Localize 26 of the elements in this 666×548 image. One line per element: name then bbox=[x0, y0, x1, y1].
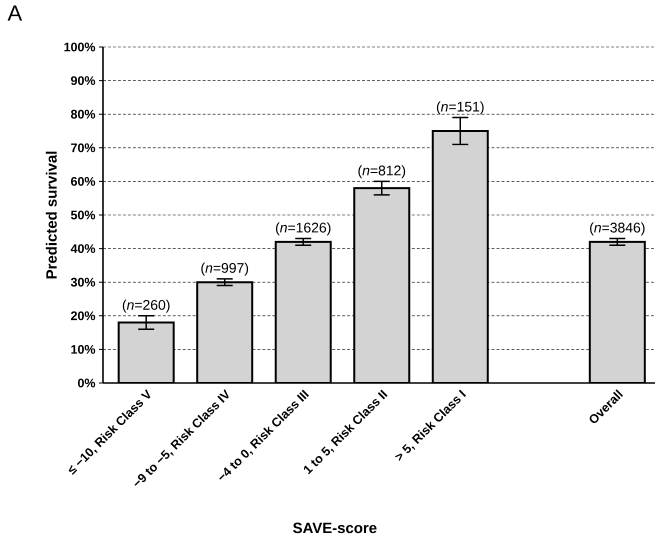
y-tick-label: 30% bbox=[70, 278, 96, 287]
y-tick-label: 90% bbox=[70, 76, 96, 86]
bar bbox=[432, 130, 489, 383]
bar bbox=[588, 240, 646, 383]
y-tick-label: 20% bbox=[70, 311, 96, 320]
y-tick-label: 60% bbox=[71, 176, 96, 186]
annotation: (n=3846) bbox=[590, 222, 645, 236]
annotation: (n=1626) bbox=[276, 222, 330, 236]
bar bbox=[274, 240, 332, 383]
annotation: (n=151) bbox=[436, 101, 484, 114]
text: A bbox=[8, 6, 22, 21]
annotation: (n=812) bbox=[358, 165, 406, 178]
y-tick-label: 0% bbox=[78, 378, 96, 388]
annotation: (n=260) bbox=[122, 300, 170, 313]
annotation: (n=997) bbox=[201, 262, 248, 276]
y-tick-label: 40% bbox=[70, 244, 96, 254]
bar bbox=[118, 322, 175, 383]
y-tick-label: 70% bbox=[71, 143, 96, 152]
y-tick-label: 10% bbox=[71, 345, 96, 354]
bar bbox=[196, 281, 254, 383]
x-axis-title: SAVE-score bbox=[293, 522, 377, 534]
y-tick-label: 100% bbox=[64, 42, 96, 52]
y-tick-label: 80% bbox=[70, 110, 96, 119]
y-tick-label: 50% bbox=[70, 210, 96, 220]
y-axis-title: Predicted survival bbox=[46, 152, 57, 278]
bar bbox=[353, 187, 410, 383]
